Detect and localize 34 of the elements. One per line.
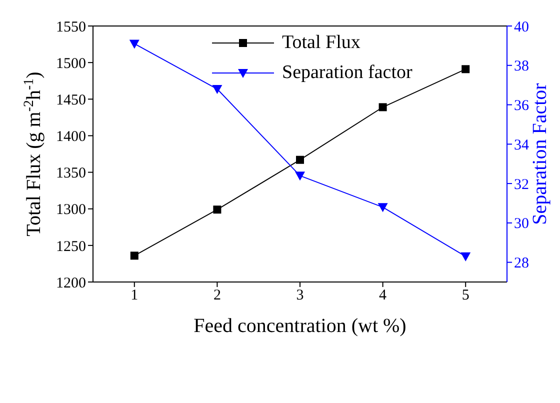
x-tick-label: 2 <box>213 288 221 304</box>
y-tick-label: 1500 <box>56 56 86 72</box>
y-tick-label: 1200 <box>56 275 86 292</box>
point <box>462 65 470 74</box>
point <box>378 203 388 212</box>
y2-tick-label: 28 <box>514 256 529 272</box>
y-tick-label: 1550 <box>56 19 86 36</box>
y2-tick-label: 30 <box>514 216 529 232</box>
y2-tick-label: 36 <box>514 98 530 114</box>
x-tick-label: 3 <box>296 288 304 304</box>
x-tick-label: 5 <box>462 288 470 304</box>
y2-tick-label: 32 <box>514 176 529 193</box>
point <box>295 172 305 181</box>
point <box>378 103 387 112</box>
y-tick-label: 1300 <box>56 202 86 218</box>
point <box>129 40 140 49</box>
point <box>213 206 222 214</box>
y2-tick-label: 38 <box>514 58 529 75</box>
x-tick-label: 4 <box>379 288 388 304</box>
point <box>460 252 471 262</box>
y2-tick-label: 34 <box>514 137 530 154</box>
y-tick-label: 1250 <box>56 238 86 255</box>
point <box>130 252 138 260</box>
x-axis-title: Feed concentration (wt %) <box>194 315 406 337</box>
legend-label: Separation factor <box>282 61 412 85</box>
point <box>296 156 304 164</box>
y2-tick-label: 40 <box>514 19 529 36</box>
y-tick-label: 1450 <box>56 92 86 108</box>
legend-label: Total Flux <box>282 31 360 55</box>
x-tick-label: 1 <box>130 288 138 304</box>
y-tick-label: 1400 <box>56 129 86 146</box>
point <box>212 85 222 94</box>
y-tick-label: 1350 <box>56 166 86 182</box>
y2-axis-title: Separation Factor <box>529 82 551 225</box>
